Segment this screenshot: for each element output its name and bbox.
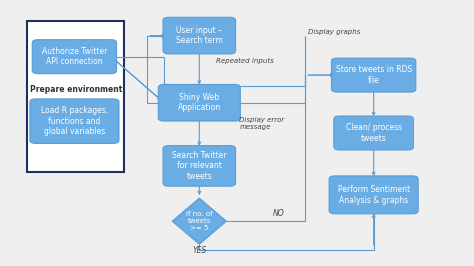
Text: Display error
message: Display error message bbox=[239, 117, 284, 130]
Text: If no. of
tweets
>= 5: If no. of tweets >= 5 bbox=[186, 211, 213, 231]
FancyBboxPatch shape bbox=[32, 40, 117, 74]
FancyBboxPatch shape bbox=[334, 116, 413, 150]
Text: Repeated inputs: Repeated inputs bbox=[216, 57, 273, 64]
FancyBboxPatch shape bbox=[331, 58, 416, 92]
FancyBboxPatch shape bbox=[329, 176, 418, 214]
FancyBboxPatch shape bbox=[30, 99, 119, 143]
Text: Shiny Web
Application: Shiny Web Application bbox=[178, 93, 221, 113]
Text: User input –
Search term: User input – Search term bbox=[176, 26, 223, 45]
Text: Search Twitter
for relevant
tweets: Search Twitter for relevant tweets bbox=[172, 151, 227, 181]
Text: Perform Sentiment
Analysis & graphs: Perform Sentiment Analysis & graphs bbox=[337, 185, 410, 205]
Text: Store tweets in RDS
file: Store tweets in RDS file bbox=[336, 65, 412, 85]
FancyBboxPatch shape bbox=[158, 84, 240, 121]
FancyBboxPatch shape bbox=[163, 146, 236, 186]
Text: Authorize Twitter
API connection: Authorize Twitter API connection bbox=[42, 47, 107, 66]
Text: YES: YES bbox=[192, 246, 207, 255]
FancyBboxPatch shape bbox=[27, 21, 124, 172]
Text: Display graphs: Display graphs bbox=[308, 29, 360, 35]
FancyBboxPatch shape bbox=[163, 17, 236, 54]
Text: Prepare environment: Prepare environment bbox=[30, 85, 122, 94]
Text: Load R packages,
functions and
global variables: Load R packages, functions and global va… bbox=[41, 106, 108, 136]
Polygon shape bbox=[172, 198, 227, 244]
Text: Clean/ process
tweets: Clean/ process tweets bbox=[346, 123, 402, 143]
Text: NO: NO bbox=[273, 209, 284, 218]
